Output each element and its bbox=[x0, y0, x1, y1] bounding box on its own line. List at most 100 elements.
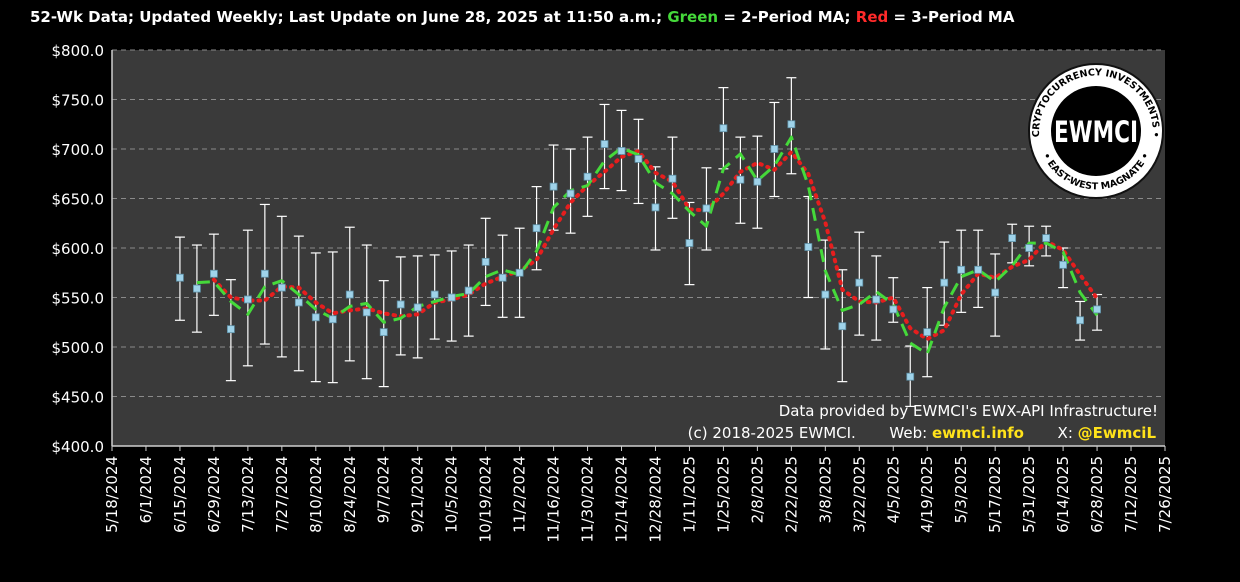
moving-average-lines bbox=[196, 135, 1100, 356]
y-tick-label: $500.0 bbox=[52, 339, 105, 357]
data-point bbox=[685, 239, 694, 247]
x-tick-label: 5/31/2025 bbox=[1020, 456, 1038, 533]
logo-inner-disc bbox=[1051, 86, 1141, 176]
credit-x-handle[interactable]: @EwmciL bbox=[1077, 424, 1156, 442]
data-point bbox=[855, 278, 864, 287]
y-tick-label: $650.0 bbox=[52, 191, 105, 209]
data-point bbox=[583, 172, 592, 181]
data-point bbox=[311, 313, 320, 322]
data-point bbox=[396, 300, 405, 309]
data-point bbox=[957, 265, 966, 274]
data-point bbox=[991, 288, 1000, 297]
data-point bbox=[923, 328, 932, 337]
x-tick-label: 7/12/2025 bbox=[1122, 456, 1140, 533]
y-tick-label: $550.0 bbox=[52, 290, 105, 308]
data-point bbox=[1025, 244, 1034, 252]
data-point bbox=[243, 295, 252, 304]
x-tick-label: 9/21/2024 bbox=[409, 456, 427, 533]
x-tick-label: 5/3/2025 bbox=[952, 456, 970, 523]
x-tick-label: 10/19/2024 bbox=[477, 456, 495, 542]
x-tick-label: 7/13/2024 bbox=[239, 456, 257, 533]
x-tick-label: 1/11/2025 bbox=[680, 456, 698, 533]
data-points bbox=[176, 120, 1101, 381]
x-tick-label: 11/16/2024 bbox=[545, 456, 563, 542]
y-tick-label: $400.0 bbox=[52, 438, 105, 456]
data-point bbox=[260, 269, 269, 278]
x-tick-label: 8/10/2024 bbox=[307, 456, 325, 533]
y-tick-label: $450.0 bbox=[52, 389, 105, 407]
data-point bbox=[600, 140, 609, 148]
data-point bbox=[974, 265, 983, 274]
grid-lines bbox=[112, 49, 1165, 397]
ma-3-period-line bbox=[211, 149, 1100, 342]
x-tick-label: 4/5/2025 bbox=[884, 456, 902, 523]
x-tick-label: 11/30/2024 bbox=[579, 456, 597, 542]
data-point bbox=[1042, 234, 1051, 243]
data-point bbox=[1093, 305, 1101, 314]
data-point bbox=[226, 325, 235, 334]
data-point bbox=[787, 120, 796, 129]
credit-web-link[interactable]: ewmci.info bbox=[931, 424, 1024, 442]
title-red-rest: = 3-Period MA bbox=[893, 8, 1015, 26]
data-point bbox=[362, 308, 371, 317]
x-tick-labels: 5/18/2024 6/1/2024 6/15/2024 6/29/2024 7/13/… bbox=[103, 456, 1174, 542]
data-point bbox=[668, 174, 677, 183]
x-tick-label: 12/28/2024 bbox=[646, 456, 664, 542]
data-point bbox=[345, 290, 354, 299]
y-tick-label: $800.0 bbox=[52, 42, 105, 60]
x-tick-label: 10/5/2024 bbox=[443, 456, 461, 533]
data-point bbox=[176, 273, 184, 282]
ma-2-period-line bbox=[196, 135, 1099, 356]
data-point bbox=[447, 293, 456, 302]
title-green-word: Green bbox=[667, 8, 719, 26]
data-point bbox=[210, 269, 218, 278]
data-point bbox=[566, 189, 575, 198]
x-tick-label: 8/24/2024 bbox=[341, 456, 359, 533]
credit-line-2: (c) 2018-2025 EWMCI. Web: ewmci.info X: … bbox=[688, 424, 1156, 442]
data-point bbox=[821, 290, 830, 299]
data-point bbox=[277, 283, 286, 292]
data-point bbox=[464, 286, 473, 295]
x-tick-label: 6/1/2024 bbox=[137, 456, 155, 523]
data-point bbox=[498, 273, 507, 282]
data-point bbox=[940, 278, 949, 287]
credit-line-1: Data provided by EWMCI's EWX-API Infrast… bbox=[778, 402, 1158, 420]
logo-center-text: EWMCI bbox=[1054, 115, 1138, 149]
data-point bbox=[719, 124, 728, 133]
x-tick-label: 6/29/2024 bbox=[205, 456, 223, 533]
data-point bbox=[481, 257, 490, 266]
y-tick-labels: $400.0 $450.0 $500.0 $550.0 $600.0 $650.0 $700… bbox=[52, 42, 105, 456]
credit-x-label: X: bbox=[1057, 424, 1073, 442]
x-tick-label: 6/28/2025 bbox=[1088, 456, 1106, 533]
credit-copyright: (c) 2018-2025 EWMCI. bbox=[687, 424, 856, 442]
chart-title: 52-Wk Data; Updated Weekly; Last Update … bbox=[30, 8, 1014, 26]
x-tick-label: 11/2/2024 bbox=[511, 456, 529, 533]
data-point bbox=[651, 203, 660, 212]
data-point bbox=[702, 204, 711, 213]
x-tick-label: 6/15/2024 bbox=[171, 456, 189, 533]
x-tick-label: 2/8/2025 bbox=[748, 456, 766, 523]
data-point bbox=[413, 303, 422, 312]
data-point bbox=[379, 328, 388, 337]
data-point bbox=[838, 322, 847, 331]
y-tick-label: $600.0 bbox=[52, 240, 105, 258]
data-point bbox=[193, 284, 201, 293]
x-tick-label: 5/17/2025 bbox=[986, 456, 1004, 533]
data-point bbox=[328, 315, 337, 324]
ewmci-logo: CRYPTOCURRENCY INVESTMENTS • EST. 2018 •… bbox=[1028, 63, 1164, 199]
x-tick-label: 7/26/2025 bbox=[1156, 456, 1174, 533]
x-tick-label: 1/25/2025 bbox=[714, 456, 732, 533]
data-point bbox=[804, 243, 813, 251]
data-point bbox=[532, 224, 541, 233]
x-tick-label: 9/7/2024 bbox=[375, 456, 393, 523]
data-point bbox=[906, 372, 915, 381]
data-point bbox=[872, 295, 881, 304]
data-point bbox=[889, 305, 898, 314]
data-point bbox=[294, 298, 303, 307]
y-tick-label: $750.0 bbox=[52, 92, 105, 110]
data-point bbox=[1059, 260, 1067, 269]
data-point bbox=[1008, 234, 1017, 243]
x-tick-label: 7/27/2024 bbox=[273, 456, 291, 533]
x-tick-label: 12/14/2024 bbox=[613, 456, 631, 542]
